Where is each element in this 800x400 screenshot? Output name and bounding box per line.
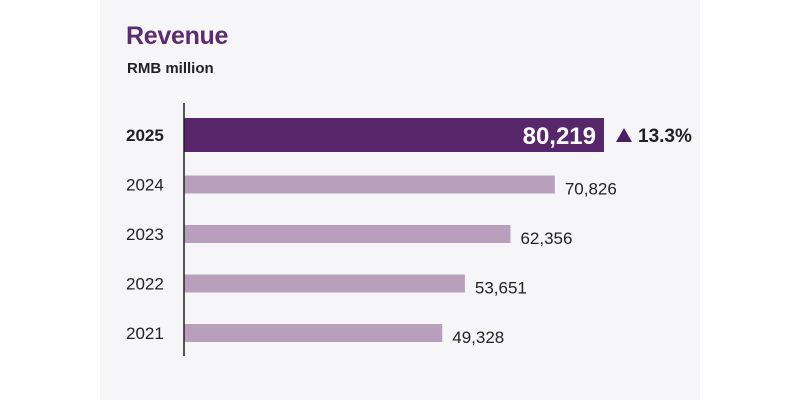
bar-2022	[184, 274, 465, 293]
category-label-2021: 2021	[126, 324, 164, 343]
chart-title: Revenue	[126, 22, 229, 50]
value-label-2024: 70,826	[565, 180, 617, 199]
chart-subtitle: RMB million	[127, 60, 214, 77]
up-triangle-icon	[616, 128, 632, 142]
bar-2025	[184, 118, 604, 152]
category-label-2025: 2025	[126, 126, 164, 145]
value-label-2022: 53,651	[475, 279, 527, 298]
category-label-2023: 2023	[126, 225, 164, 244]
category-label-2024: 2024	[126, 176, 164, 195]
value-label-2021: 49,328	[452, 328, 504, 347]
bar-2024	[184, 175, 555, 194]
value-label-2023: 62,356	[520, 229, 572, 248]
change-label: 13.3%	[638, 126, 692, 147]
bar-2021	[184, 324, 443, 342]
category-label-2022: 2022	[126, 275, 164, 294]
value-label-2025: 80,219	[523, 123, 596, 150]
bar-2023	[184, 225, 511, 243]
